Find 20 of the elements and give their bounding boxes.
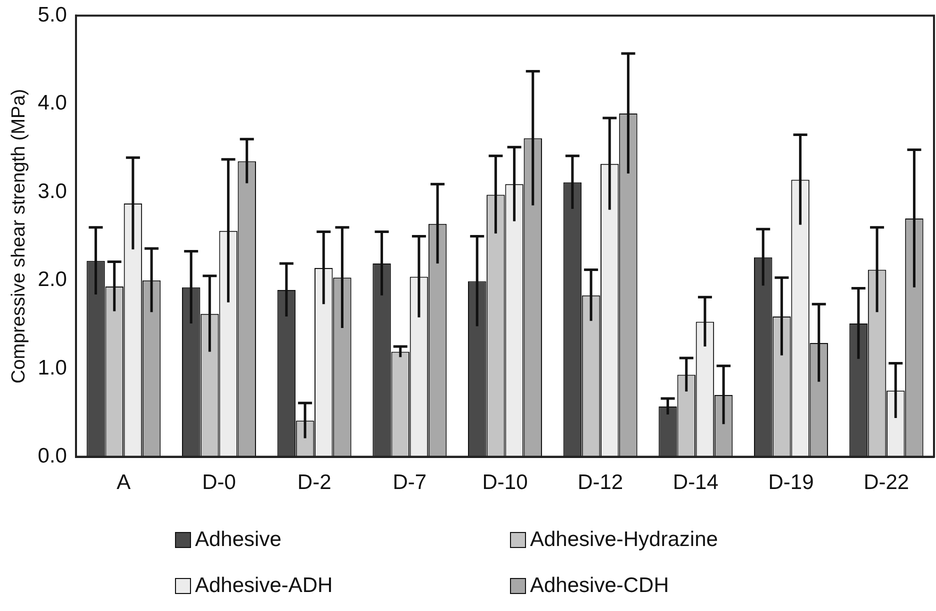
y-tick-label: 0.0 (38, 444, 67, 468)
x-tick-label: D-19 (768, 471, 814, 494)
x-tick-label: D-10 (482, 471, 528, 494)
legend-label: Adhesive-ADH (195, 574, 333, 598)
x-tick-label: D-2 (297, 471, 332, 494)
y-tick-label: 5.0 (38, 3, 67, 26)
y-tick-label: 4.0 (38, 92, 67, 115)
legend-label: Adhesive-Hydrazine (530, 528, 718, 552)
x-tick-label: D-22 (864, 471, 910, 494)
legend-label: Adhesive (195, 528, 282, 552)
legend-label: Adhesive-CDH (530, 574, 669, 598)
x-tick-label: D-7 (392, 471, 427, 494)
x-tick-label: D-12 (578, 471, 624, 494)
x-tick-label: D-0 (202, 471, 236, 494)
y-tick-label: 1.0 (38, 356, 67, 380)
y-axis-title: Compressive shear strength (MPa) (8, 88, 30, 384)
y-tick-label: 3.0 (38, 180, 67, 203)
x-tick-label: A (116, 471, 131, 494)
y-tick-label: 2.0 (38, 268, 67, 292)
x-tick-label: D-14 (672, 471, 719, 494)
